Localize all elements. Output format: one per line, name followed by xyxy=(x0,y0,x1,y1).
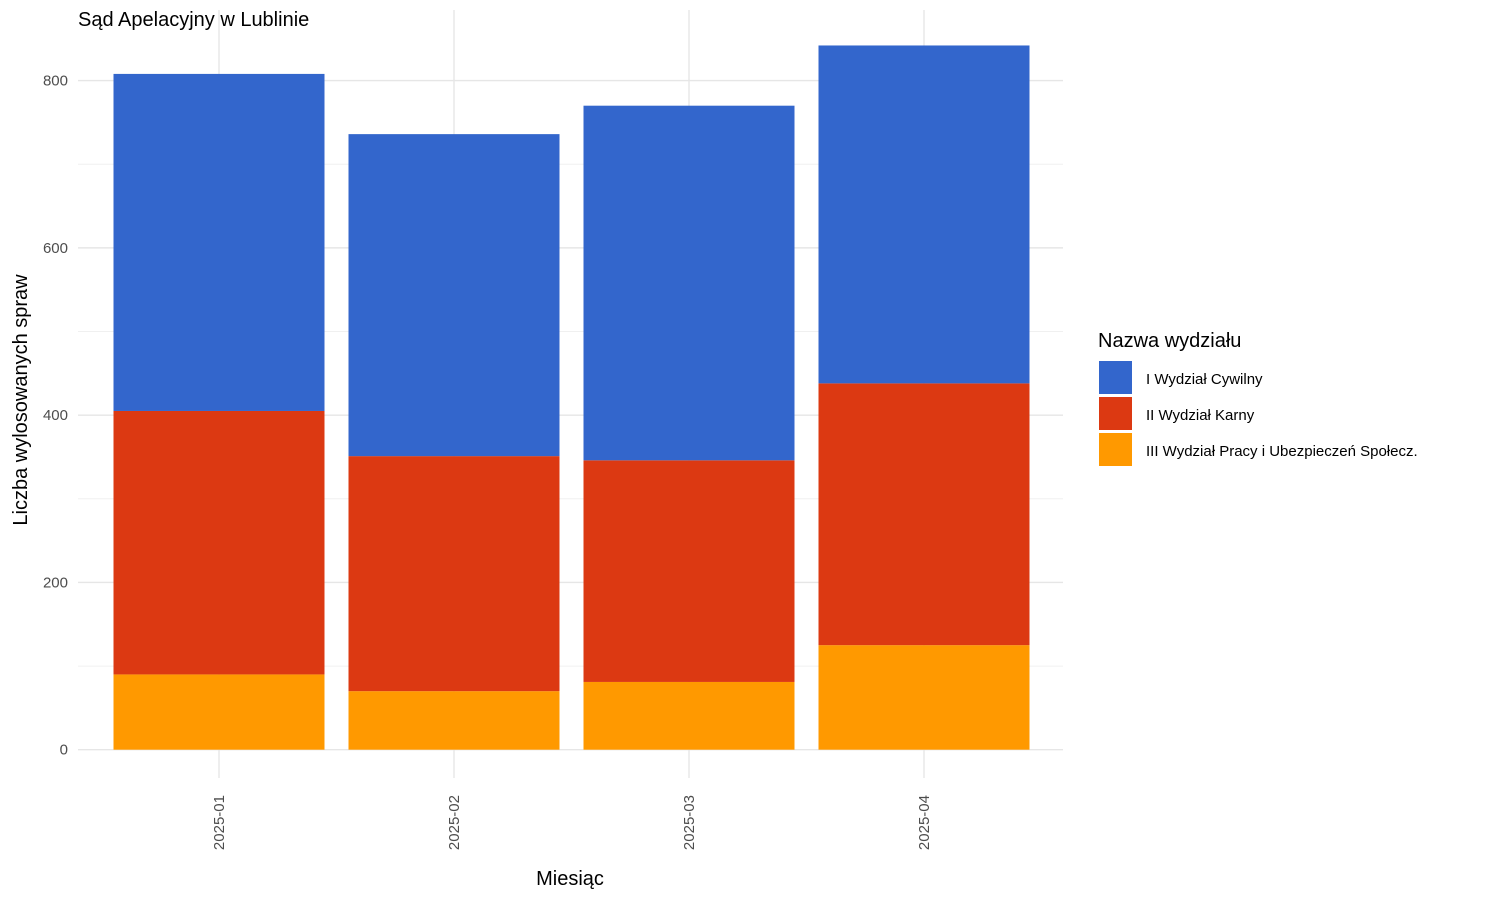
y-tick-label: 200 xyxy=(43,574,68,591)
bar-segment xyxy=(818,645,1030,750)
y-tick-label: 800 xyxy=(43,73,68,90)
chart-title: Sąd Apelacyjny w Lublinie xyxy=(78,9,309,31)
y-axis-ticks: 0 200 400 600 800 xyxy=(43,73,68,759)
legend-swatch xyxy=(1099,361,1132,394)
y-tick-label: 400 xyxy=(43,407,68,424)
legend-title: Nazwa wydziału xyxy=(1098,330,1241,352)
x-axis-ticks: 2025-01 2025-02 2025-03 2025-04 xyxy=(211,795,933,850)
bar-segment xyxy=(113,674,325,750)
bar-segment xyxy=(583,681,795,750)
y-axis-title: Liczba wylosowanych spraw xyxy=(10,274,32,526)
x-axis-title: Miesiąc xyxy=(536,868,604,890)
x-tick-label: 2025-01 xyxy=(211,795,228,850)
bar-segment xyxy=(348,134,560,457)
legend-label: II Wydział Karny xyxy=(1146,407,1255,424)
bar-segment xyxy=(113,410,325,675)
y-tick-label: 600 xyxy=(43,240,68,257)
bar-segment xyxy=(818,45,1030,384)
y-tick-label: 0 xyxy=(60,742,68,759)
bar-segment xyxy=(113,73,325,411)
bar-segment xyxy=(583,460,795,682)
legend-swatch xyxy=(1099,433,1132,466)
x-tick-label: 2025-04 xyxy=(916,795,933,850)
bar-segment xyxy=(348,456,560,692)
legend-swatch xyxy=(1099,397,1132,430)
legend: Nazwa wydziału I Wydział Cywilny II Wydzi… xyxy=(1098,330,1418,466)
legend-label: I Wydział Cywilny xyxy=(1146,371,1263,388)
bar-segment xyxy=(348,691,560,750)
bars xyxy=(113,45,1030,750)
x-tick-label: 2025-03 xyxy=(681,795,698,850)
bar-segment xyxy=(818,383,1030,646)
x-tick-label: 2025-02 xyxy=(446,795,463,850)
bar-segment xyxy=(583,105,795,461)
legend-label: III Wydział Pracy i Ubezpieczeń Społecz. xyxy=(1146,443,1418,460)
